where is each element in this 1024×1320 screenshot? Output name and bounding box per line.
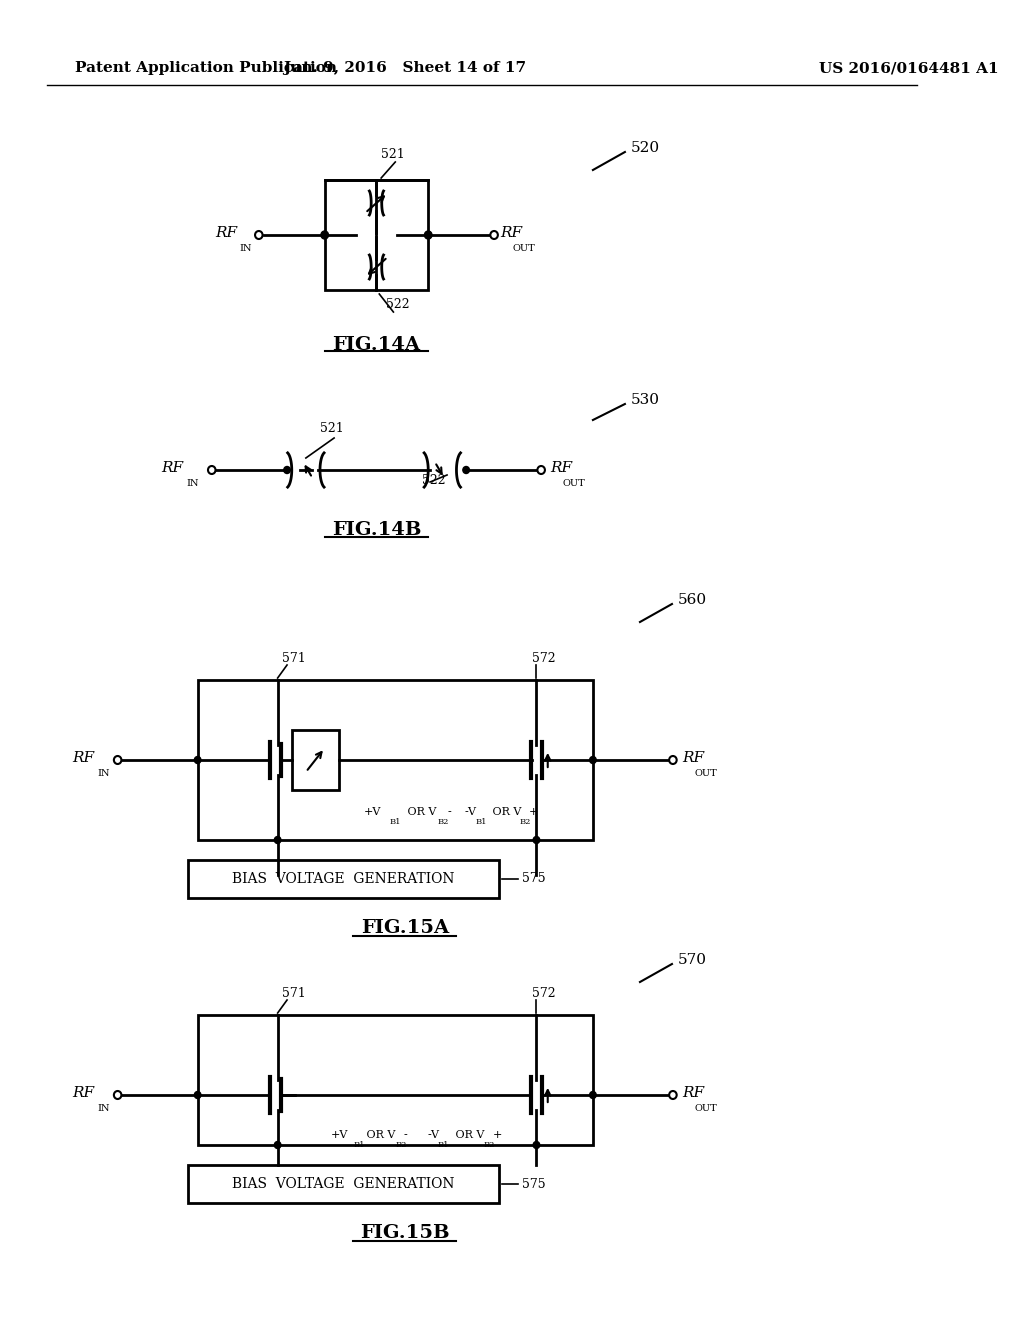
Text: 572: 572 bbox=[531, 987, 555, 1001]
Text: FIG.14B: FIG.14B bbox=[332, 521, 421, 539]
Text: B2: B2 bbox=[519, 818, 530, 826]
Text: RF: RF bbox=[162, 461, 183, 475]
Text: 522: 522 bbox=[422, 474, 445, 487]
Text: OR V: OR V bbox=[452, 1130, 484, 1140]
Text: BIAS  VOLTAGE  GENERATION: BIAS VOLTAGE GENERATION bbox=[232, 1177, 455, 1191]
Text: -V: -V bbox=[459, 807, 476, 817]
Circle shape bbox=[669, 1092, 677, 1100]
Text: US 2016/0164481 A1: US 2016/0164481 A1 bbox=[819, 61, 998, 75]
Text: RF: RF bbox=[682, 751, 705, 766]
Text: OR V: OR V bbox=[489, 807, 522, 817]
Text: IN: IN bbox=[186, 479, 199, 488]
Circle shape bbox=[590, 1092, 596, 1098]
Circle shape bbox=[274, 1142, 281, 1148]
Circle shape bbox=[321, 231, 329, 239]
Bar bbox=[188, 1166, 499, 1203]
Text: Jun. 9, 2016   Sheet 14 of 17: Jun. 9, 2016 Sheet 14 of 17 bbox=[283, 61, 526, 75]
Text: -: - bbox=[403, 1130, 408, 1140]
Text: +V: +V bbox=[365, 807, 382, 817]
Text: RF: RF bbox=[72, 1086, 94, 1100]
Text: RF: RF bbox=[215, 226, 238, 240]
Text: OR V: OR V bbox=[364, 1130, 395, 1140]
Circle shape bbox=[669, 756, 677, 764]
Text: 530: 530 bbox=[631, 393, 659, 407]
Text: +V: +V bbox=[332, 1130, 348, 1140]
Text: FIG.15B: FIG.15B bbox=[359, 1224, 450, 1242]
Text: 522: 522 bbox=[386, 298, 410, 312]
Text: B2: B2 bbox=[395, 1140, 407, 1148]
Text: 575: 575 bbox=[522, 873, 546, 886]
Text: OUT: OUT bbox=[513, 244, 536, 253]
Text: B1: B1 bbox=[437, 1140, 450, 1148]
Text: 575: 575 bbox=[522, 1177, 546, 1191]
Text: 571: 571 bbox=[283, 987, 306, 1001]
Text: OUT: OUT bbox=[694, 770, 717, 777]
Text: B1: B1 bbox=[389, 818, 401, 826]
Text: 521: 521 bbox=[381, 148, 404, 161]
Text: B1: B1 bbox=[354, 1140, 366, 1148]
Text: +: + bbox=[529, 807, 539, 817]
Circle shape bbox=[284, 466, 291, 474]
Text: 572: 572 bbox=[531, 652, 555, 665]
Bar bbox=[188, 861, 499, 898]
Circle shape bbox=[534, 1142, 540, 1148]
Circle shape bbox=[114, 1092, 122, 1100]
Text: OUT: OUT bbox=[563, 479, 586, 488]
Text: 570: 570 bbox=[678, 953, 707, 968]
Circle shape bbox=[195, 756, 201, 763]
Circle shape bbox=[490, 231, 498, 239]
Bar bbox=[292, 730, 339, 789]
Text: RF: RF bbox=[551, 461, 572, 475]
Text: 571: 571 bbox=[283, 652, 306, 665]
Text: BIAS  VOLTAGE  GENERATION: BIAS VOLTAGE GENERATION bbox=[232, 873, 455, 886]
Text: RF: RF bbox=[501, 226, 523, 240]
Bar bbox=[325, 180, 428, 290]
Text: 560: 560 bbox=[678, 593, 707, 607]
Bar bbox=[198, 1015, 593, 1144]
Circle shape bbox=[538, 466, 545, 474]
Text: FIG.14A: FIG.14A bbox=[333, 337, 421, 354]
Text: IN: IN bbox=[97, 770, 110, 777]
Circle shape bbox=[463, 466, 469, 474]
Circle shape bbox=[274, 837, 281, 843]
Circle shape bbox=[208, 466, 215, 474]
Text: RF: RF bbox=[682, 1086, 705, 1100]
Circle shape bbox=[590, 756, 596, 763]
Circle shape bbox=[255, 231, 262, 239]
Text: RF: RF bbox=[72, 751, 94, 766]
Text: OR V: OR V bbox=[403, 807, 436, 817]
Text: Patent Application Publication: Patent Application Publication bbox=[76, 61, 337, 75]
Text: 521: 521 bbox=[319, 422, 344, 436]
Text: B1: B1 bbox=[475, 818, 486, 826]
Circle shape bbox=[195, 1092, 201, 1098]
Circle shape bbox=[534, 837, 540, 843]
Text: +: + bbox=[494, 1130, 503, 1140]
Bar bbox=[198, 680, 593, 840]
Text: IN: IN bbox=[97, 1104, 110, 1113]
Text: OUT: OUT bbox=[694, 1104, 717, 1113]
Text: -: - bbox=[447, 807, 451, 817]
Text: B2: B2 bbox=[483, 1140, 496, 1148]
Text: B2: B2 bbox=[437, 818, 449, 826]
Text: -V: -V bbox=[421, 1130, 438, 1140]
Circle shape bbox=[425, 231, 432, 239]
Text: 520: 520 bbox=[631, 141, 659, 154]
Text: IN: IN bbox=[239, 244, 252, 253]
Circle shape bbox=[114, 756, 122, 764]
Text: FIG.15A: FIG.15A bbox=[360, 919, 449, 937]
